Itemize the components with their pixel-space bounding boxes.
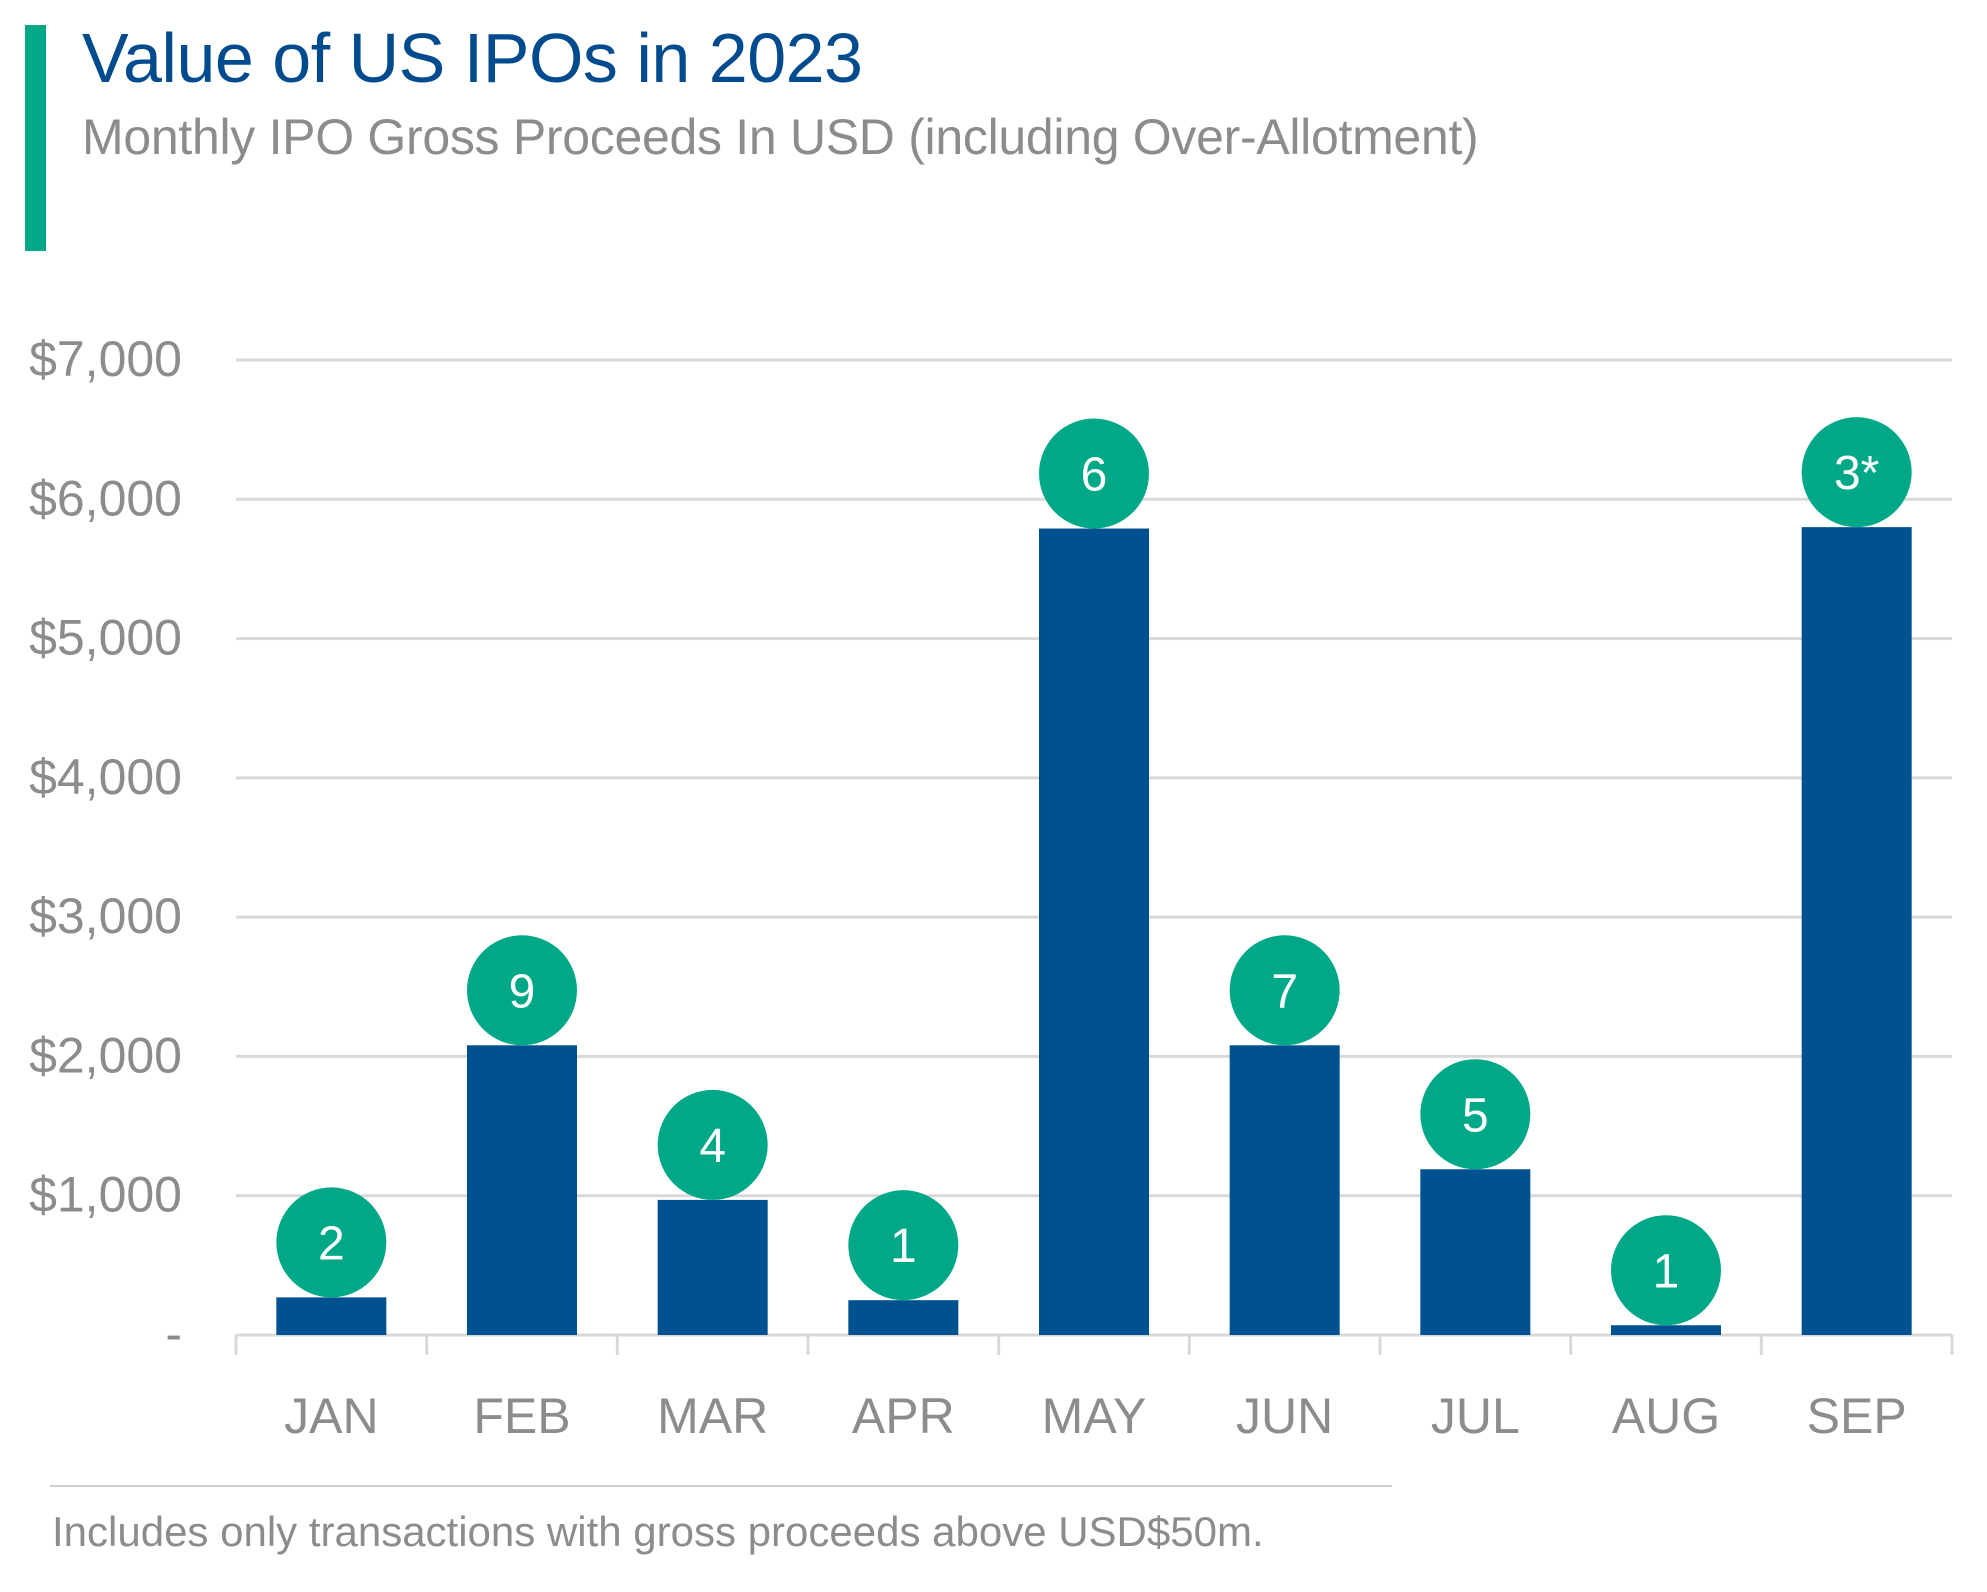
bar-may (1039, 528, 1149, 1335)
bar-aug (1611, 1325, 1721, 1335)
chart-subtitle: Monthly IPO Gross Proceeds In USD (inclu… (82, 109, 1479, 165)
x-tick-label: MAY (1042, 1388, 1147, 1444)
ipo-count-badge (1801, 417, 1912, 528)
bar-jun (1229, 1045, 1340, 1335)
ipo-count-label: 1 (890, 1220, 917, 1273)
ipo-count-badge (1420, 1059, 1531, 1170)
x-axis (234, 1333, 1954, 1355)
ipo-count-badge (276, 1187, 387, 1298)
ipo-count-label: 6 (1081, 449, 1108, 502)
y-tick-label: - (165, 1306, 182, 1362)
ipo-count-badge (1229, 935, 1340, 1046)
x-tick-label: JUL (1431, 1388, 1520, 1444)
y-tick-label: $7,000 (29, 331, 182, 387)
accent-bar (25, 25, 46, 251)
bar-feb (467, 1045, 577, 1335)
x-tick-label: JAN (284, 1388, 378, 1444)
data-labels: 2 9 4 1 6 7 5 1 3* (276, 417, 1912, 1326)
ipo-count-label: 4 (699, 1120, 726, 1173)
y-tick-label: $4,000 (29, 749, 182, 805)
ipo-count-label: 1 (1653, 1245, 1680, 1298)
ipo-count-label: 9 (509, 965, 536, 1018)
ipo-count-badge (1611, 1215, 1721, 1326)
ipo-count-badge (848, 1190, 959, 1301)
ipo-count-badge (1039, 418, 1149, 529)
x-tick-label: MAR (657, 1388, 768, 1444)
chart-title: Value of US IPOs in 2023 (82, 19, 863, 97)
bar-jul (1420, 1169, 1531, 1335)
y-tick-label: $2,000 (29, 1027, 182, 1083)
y-axis-ticks: - $1,000 $2,000 $3,000 $4,000 $5,000 $6,000 $7,… (29, 331, 182, 1362)
y-tick-label: $6,000 (29, 470, 182, 526)
ipo-count-label: 7 (1271, 965, 1298, 1018)
ipo-count-badge (467, 935, 577, 1046)
footnote-divider (50, 1485, 1392, 1487)
y-tick-label: $5,000 (29, 610, 182, 666)
ipo-count-badge (657, 1089, 768, 1200)
x-tick-label: SEP (1807, 1388, 1907, 1444)
bar-apr (848, 1300, 959, 1335)
x-axis-ticks: JAN FEB MAR APR MAY JUN JUL AUG SEP (284, 1388, 1907, 1444)
x-tick-label: AUG (1612, 1388, 1720, 1444)
y-tick-label: $3,000 (29, 888, 182, 944)
x-tick-label: APR (852, 1388, 955, 1444)
bar-sep (1801, 527, 1912, 1335)
y-tick-label: $1,000 (29, 1167, 182, 1223)
ipo-count-label: 3* (1834, 447, 1879, 500)
footnote: Includes only transactions with gross pr… (52, 1508, 1264, 1555)
ipo-count-label: 5 (1462, 1089, 1489, 1142)
bar-jan (276, 1297, 387, 1335)
x-tick-label: JUN (1236, 1388, 1333, 1444)
ipo-count-label: 2 (318, 1217, 345, 1270)
x-tick-label: FEB (473, 1388, 570, 1444)
bars (276, 527, 1912, 1335)
bar-mar (657, 1199, 768, 1335)
